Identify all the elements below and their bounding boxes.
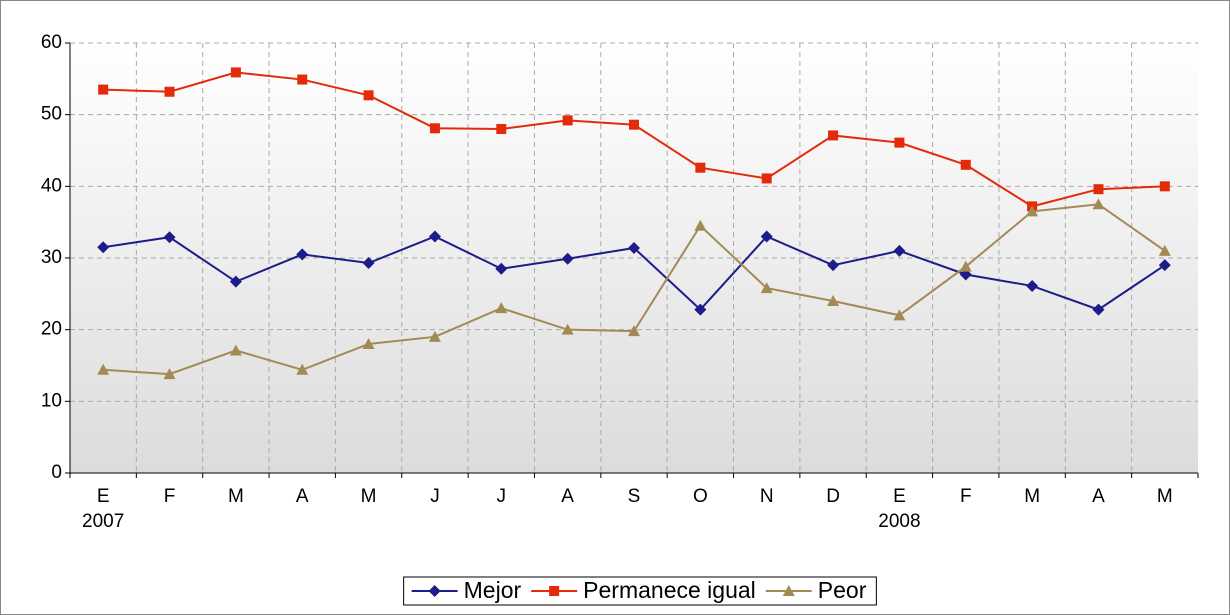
marker: [230, 67, 241, 78]
marker: [1158, 259, 1171, 272]
marker: [496, 124, 507, 134]
marker: [163, 368, 176, 380]
marker: [362, 257, 375, 270]
marker: [428, 230, 441, 243]
marker: [695, 162, 706, 173]
x-tick-label: O: [693, 486, 708, 507]
marker: [1092, 303, 1105, 316]
y-tick-label: 0: [51, 462, 62, 483]
marker: [164, 86, 175, 97]
marker: [296, 248, 309, 261]
marker: [760, 230, 773, 243]
marker: [363, 90, 374, 101]
marker: [495, 302, 508, 314]
x-tick-label: A: [561, 486, 574, 507]
marker: [561, 323, 574, 335]
legend-label: Peor: [818, 577, 867, 603]
marker: [827, 259, 840, 272]
marker: [1026, 205, 1039, 217]
y-tick-label: 30: [41, 247, 62, 268]
legend-label: Mejor: [464, 577, 522, 603]
y-tick-label: 50: [41, 104, 62, 125]
marker: [960, 159, 971, 170]
y-tick-label: 40: [41, 175, 62, 196]
x-tick-label: F: [164, 486, 176, 507]
marker: [828, 130, 839, 141]
marker: [1026, 279, 1039, 292]
marker: [229, 275, 242, 288]
x-tick-label: M: [1024, 486, 1040, 507]
marker: [561, 252, 574, 265]
marker: [98, 84, 109, 95]
marker: [163, 231, 176, 244]
x-tick-label: D: [826, 486, 840, 507]
marker: [893, 244, 906, 257]
year-label: 2007: [82, 511, 124, 532]
legend: Mejor Permanece igual Peor: [403, 576, 877, 606]
marker: [429, 123, 440, 134]
marker: [495, 262, 508, 275]
marker: [296, 363, 309, 375]
marker: [1092, 198, 1105, 210]
x-tick-label: E: [893, 486, 906, 507]
marker: [562, 115, 573, 126]
x-tick-label: E: [97, 486, 110, 507]
legend-label: Permanece igual: [583, 577, 756, 603]
marker: [1159, 181, 1170, 192]
marker: [297, 74, 308, 85]
x-tick-label: N: [760, 486, 774, 507]
year-label: 2008: [878, 511, 920, 532]
marker: [893, 309, 906, 321]
x-tick-label: F: [960, 486, 972, 507]
marker: [97, 363, 110, 375]
x-tick-label: M: [1157, 486, 1173, 507]
marker: [894, 137, 905, 148]
x-tick-label: J: [497, 486, 507, 507]
marker: [959, 260, 972, 272]
marker: [761, 173, 772, 184]
marker: [229, 344, 242, 356]
marker: [827, 295, 840, 306]
marker: [362, 338, 375, 349]
marker: [1158, 244, 1171, 256]
marker: [628, 325, 640, 337]
x-tick-label: A: [296, 486, 309, 507]
marker: [549, 586, 560, 596]
marker: [97, 241, 110, 254]
y-tick-label: 60: [41, 32, 62, 53]
marker: [760, 282, 773, 294]
marker: [694, 219, 707, 231]
x-tick-label: M: [228, 486, 244, 507]
marker: [629, 119, 639, 130]
marker: [694, 303, 707, 316]
x-tick-label: S: [628, 486, 641, 507]
marker: [428, 585, 441, 597]
marker: [628, 241, 640, 254]
x-tick-label: J: [430, 486, 440, 507]
x-tick-label: M: [361, 486, 377, 507]
x-tick-label: A: [1092, 486, 1105, 507]
y-tick-label: 10: [41, 390, 62, 411]
y-tick-label: 20: [41, 319, 62, 340]
marker: [782, 585, 795, 596]
marker: [428, 330, 441, 342]
marker: [1093, 184, 1104, 195]
